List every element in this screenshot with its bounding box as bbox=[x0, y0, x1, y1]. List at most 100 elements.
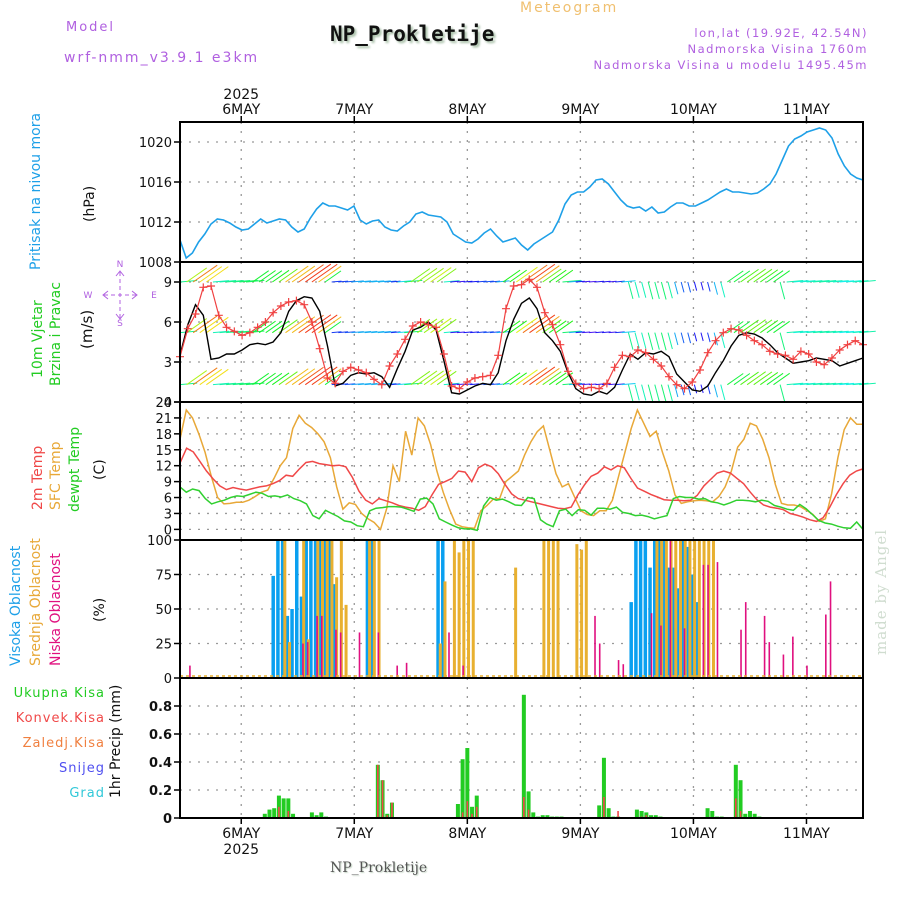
wind-gust-marker bbox=[447, 382, 456, 390]
wind-arrow bbox=[298, 314, 324, 334]
rain-bar bbox=[272, 808, 277, 818]
high-cloud-bar bbox=[323, 540, 327, 677]
y-tick-label: 100 bbox=[147, 534, 172, 549]
high-cloud-bar bbox=[629, 602, 633, 677]
wind-arrow bbox=[470, 331, 480, 334]
wind-arrow bbox=[713, 281, 719, 295]
wind-arrow bbox=[753, 268, 773, 283]
wind-arrow bbox=[265, 372, 283, 386]
wind-arrow bbox=[654, 281, 660, 300]
wind-gust-marker bbox=[812, 358, 821, 366]
y-tick-label: 12 bbox=[155, 460, 172, 475]
year-label-top: 2025 bbox=[223, 87, 259, 103]
mid-cloud-bar bbox=[556, 540, 560, 677]
wind-arrow bbox=[647, 384, 654, 403]
wind-arrow bbox=[667, 332, 673, 350]
wind-arrow bbox=[641, 281, 647, 298]
wind-arrow bbox=[529, 366, 556, 386]
mid-cloud-bar bbox=[514, 567, 518, 677]
wind-arrow bbox=[509, 320, 527, 334]
wind-gust-marker bbox=[533, 283, 542, 292]
wind-gust-marker bbox=[657, 362, 666, 370]
wind-arrow bbox=[450, 331, 459, 334]
wind-gust-marker bbox=[199, 283, 208, 292]
compass-s: S bbox=[117, 319, 123, 328]
mid-cloud-bar bbox=[452, 540, 456, 677]
wind-arrow bbox=[693, 332, 698, 342]
wind-arrow bbox=[470, 383, 480, 386]
y-tick-label: 1008 bbox=[139, 256, 172, 271]
mid-cloud-bar bbox=[711, 540, 715, 677]
wind-arrow bbox=[417, 318, 438, 334]
mid-cloud-bar bbox=[339, 540, 343, 677]
wind-arrow bbox=[588, 383, 597, 386]
mid-cloud-bar bbox=[438, 643, 442, 677]
wind-arrow bbox=[496, 331, 510, 334]
high-cloud-bar bbox=[276, 540, 280, 677]
low-cloud-bar bbox=[768, 642, 771, 677]
high-cloud-bar bbox=[657, 540, 662, 677]
wind-arrow bbox=[826, 382, 843, 386]
wind-gust-marker bbox=[517, 280, 526, 289]
rain-bar bbox=[747, 811, 752, 818]
wind-arrow bbox=[324, 270, 342, 283]
wind-arrow bbox=[720, 384, 726, 401]
low-cloud-bar bbox=[763, 615, 766, 677]
wind-arrow bbox=[252, 372, 270, 386]
wind-arrow bbox=[285, 265, 309, 283]
y-tick-label: 0 bbox=[163, 812, 172, 827]
wind-arrow bbox=[390, 331, 401, 334]
wind-gust-marker bbox=[486, 371, 495, 380]
convective-rain-bar bbox=[391, 802, 393, 818]
wind-arrow bbox=[641, 332, 647, 349]
precip-legend-convective: Konvek.Kisa bbox=[15, 711, 105, 726]
dewpt-temp-line bbox=[179, 486, 864, 532]
wind-arrow bbox=[786, 280, 804, 283]
wind-gust-marker bbox=[432, 323, 441, 332]
rain-bar bbox=[743, 813, 748, 818]
wind-arrow bbox=[707, 332, 711, 343]
high-cloud-bar bbox=[295, 540, 299, 677]
mid-cloud-bar bbox=[580, 549, 584, 677]
rain-bar bbox=[455, 804, 460, 818]
low-cloud-bar bbox=[339, 632, 342, 677]
page-title: NP_Prokletije bbox=[330, 22, 495, 46]
wind-arrow bbox=[687, 332, 692, 344]
wind-arrow bbox=[555, 269, 574, 283]
convective-rain-bar bbox=[287, 811, 290, 818]
wind-arrow bbox=[700, 332, 704, 342]
rain-bar bbox=[460, 759, 465, 818]
wind-arrow bbox=[364, 280, 378, 283]
wind-arrow bbox=[832, 280, 849, 283]
wind-arrow bbox=[753, 319, 773, 334]
mid-cloud-bar bbox=[471, 540, 475, 677]
wind-arrow bbox=[489, 280, 501, 283]
y-tick-label: 0 bbox=[164, 396, 172, 411]
wind-arrow bbox=[615, 383, 625, 386]
wind-arrow bbox=[562, 279, 581, 283]
wind-arrow bbox=[575, 331, 585, 334]
low-cloud-bar bbox=[335, 629, 337, 677]
wind-arrow bbox=[311, 263, 338, 283]
high-cloud-bar bbox=[441, 540, 445, 677]
wind-gust-marker bbox=[595, 384, 604, 393]
wind-arrow bbox=[502, 269, 521, 283]
wind-arrow bbox=[826, 330, 843, 334]
wind-arrow bbox=[608, 383, 617, 386]
low-cloud-bar bbox=[702, 564, 705, 677]
rain-bar bbox=[521, 694, 526, 818]
wind-arrow bbox=[186, 318, 207, 334]
wind-gust-marker bbox=[183, 324, 192, 333]
convective-rain-bar bbox=[381, 780, 384, 818]
wind-gust-marker bbox=[284, 298, 293, 306]
mid-cloud-bar bbox=[674, 540, 678, 677]
wind-arrow bbox=[278, 371, 298, 386]
wind-arrow bbox=[443, 330, 460, 334]
wind-arrow bbox=[192, 264, 218, 283]
mid-cloud-bar bbox=[678, 540, 682, 677]
wind-arrow bbox=[219, 382, 237, 386]
rain-bar bbox=[606, 808, 611, 818]
wind-gust-marker bbox=[323, 374, 332, 382]
mid-cloud-bar bbox=[697, 540, 701, 677]
low-cloud-bar bbox=[617, 660, 620, 677]
